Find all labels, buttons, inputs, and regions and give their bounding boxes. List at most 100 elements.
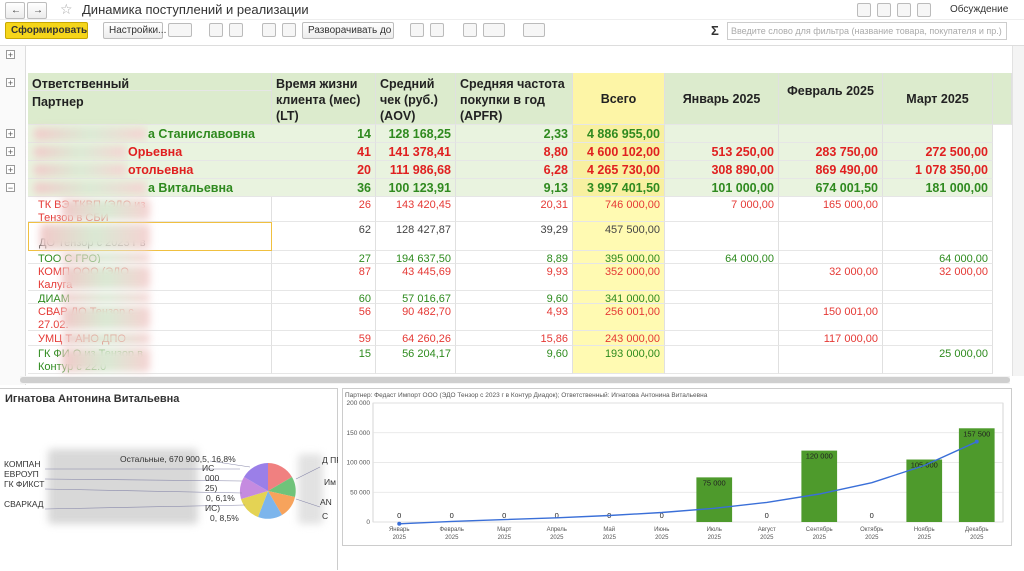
blurred-labels <box>298 454 323 524</box>
group-value: 14 <box>272 125 376 143</box>
group-value: 2,33 <box>456 125 573 143</box>
group-value: 4 265 730,00 <box>573 161 665 179</box>
row-value <box>883 222 993 251</box>
row-value: 243 000,00 <box>573 331 665 346</box>
blurred-name <box>40 224 150 249</box>
more-icon[interactable] <box>523 23 545 37</box>
find-icon[interactable] <box>209 23 223 37</box>
pie-label: 0, 8,5% <box>210 513 239 523</box>
pie-label: Им <box>324 477 336 487</box>
y-tick-label: 200 000 <box>347 400 371 407</box>
row-value: 9,93 <box>456 264 573 291</box>
row-value <box>883 331 993 346</box>
row-value: 746 000,00 <box>573 197 665 222</box>
back-button[interactable]: ← <box>5 2 25 19</box>
row-value: 57 016,67 <box>376 291 456 304</box>
blurred-name <box>34 182 146 194</box>
group-icon[interactable] <box>262 23 276 37</box>
pie-chart: Остальные, 670 900,5, 16,8% КОМПАНЕВРОУПГ… <box>4 454 338 523</box>
value-label: 0 <box>660 511 664 520</box>
value-label: 0 <box>502 511 506 520</box>
discuss-link[interactable]: Обсуждение <box>950 4 1009 15</box>
group-value: 674 001,50 <box>779 179 883 197</box>
group-name: а Станиславовна <box>148 125 272 143</box>
row-value: 87 <box>272 264 376 291</box>
toolbar: Сформировать Настройки... Разворачивать … <box>0 20 1024 44</box>
row-value <box>779 222 883 251</box>
pie-slice <box>258 491 282 519</box>
x-tick-label: Июль 2025 <box>707 527 722 541</box>
value-label: 75 000 <box>703 478 726 487</box>
row-value: 15,86 <box>456 331 573 346</box>
print-icon[interactable] <box>877 3 891 17</box>
row-value: 39,29 <box>456 222 573 251</box>
column-header: Всего <box>573 73 665 125</box>
pie-label: 000 <box>205 473 219 483</box>
variant-icon[interactable] <box>168 23 192 37</box>
edit-icon[interactable] <box>917 3 931 17</box>
pie-slice <box>239 477 268 499</box>
pie-label: 25) <box>205 483 217 493</box>
leader-line <box>295 466 321 480</box>
leader-line <box>44 478 243 482</box>
y-tick-label: 100 000 <box>347 460 371 467</box>
row-value: 117 000,00 <box>779 331 883 346</box>
x-tick-label: Декабрь 2025 <box>965 527 988 541</box>
group-value: 283 750,00 <box>779 143 883 161</box>
pie-label: ЕВРОУП <box>4 469 39 479</box>
row-value <box>665 346 779 374</box>
blurred-name <box>34 146 126 158</box>
row-value: 150 001,00 <box>779 304 883 331</box>
x-tick-label: Август 2025 <box>758 527 776 541</box>
row-value <box>883 197 993 222</box>
pie-title: Игнатова Антонина Витальевна <box>5 393 180 405</box>
row-value: 15 <box>272 346 376 374</box>
search-input[interactable]: Введите слово для фильтра (название това… <box>727 22 1007 40</box>
title-bar: ← → ☆ Динамика поступлений и реализации … <box>0 0 1024 20</box>
mail-icon[interactable] <box>483 23 505 37</box>
pie-label: ГК ФИКСТ <box>4 479 44 489</box>
row-value <box>665 291 779 304</box>
group-value: 3 997 401,50 <box>573 179 665 197</box>
v-scrollbar[interactable] <box>1012 46 1024 376</box>
value-label: 0 <box>555 511 559 520</box>
x-tick-label: Сентябрь 2025 <box>806 527 833 541</box>
value-label: 0 <box>397 511 401 520</box>
bar <box>696 477 733 522</box>
expand-button[interactable]: Разворачивать до <box>302 22 394 39</box>
save-icon[interactable] <box>857 3 871 17</box>
settings-button[interactable]: Настройки... <box>103 22 166 39</box>
pie-slices <box>239 463 296 519</box>
h-scrollbar[interactable] <box>20 376 1010 384</box>
partner-name: ДИАМ <box>28 291 272 304</box>
generate-button[interactable]: Сформировать <box>5 22 88 39</box>
trend-line <box>399 441 978 525</box>
group-value: 141 378,41 <box>376 143 456 161</box>
row-value: 395 000,00 <box>573 251 665 264</box>
h-scroll-thumb[interactable] <box>20 377 1010 383</box>
row-value: 143 420,45 <box>376 197 456 222</box>
group-value: 8,80 <box>456 143 573 161</box>
export-icon[interactable] <box>463 23 477 37</box>
preview-icon[interactable] <box>430 23 444 37</box>
pie-label: КОМПАН <box>4 459 40 469</box>
row-value: 4,93 <box>456 304 573 331</box>
favorite-star[interactable]: ☆ <box>60 1 73 17</box>
row-value: 56 <box>272 304 376 331</box>
group-value: 20 <box>272 161 376 179</box>
ungroup-icon[interactable] <box>282 23 296 37</box>
row-gutter <box>0 46 26 385</box>
link-icon[interactable] <box>897 3 911 17</box>
row-value: 32 000,00 <box>883 264 993 291</box>
find-next-icon[interactable] <box>229 23 243 37</box>
row-value <box>883 291 993 304</box>
blurred-name <box>62 348 150 372</box>
pie-label: СВАРКАД <box>4 499 44 509</box>
chart: Партнер: Федаст Импорт ООО (ЭДО Тензор с… <box>345 391 1004 541</box>
blurred-name <box>62 253 150 262</box>
row-value: 64 000,00 <box>665 251 779 264</box>
forward-button[interactable]: → <box>27 2 47 19</box>
print-icon[interactable] <box>410 23 424 37</box>
plus: − <box>6 183 15 193</box>
group-value: 128 168,25 <box>376 125 456 143</box>
